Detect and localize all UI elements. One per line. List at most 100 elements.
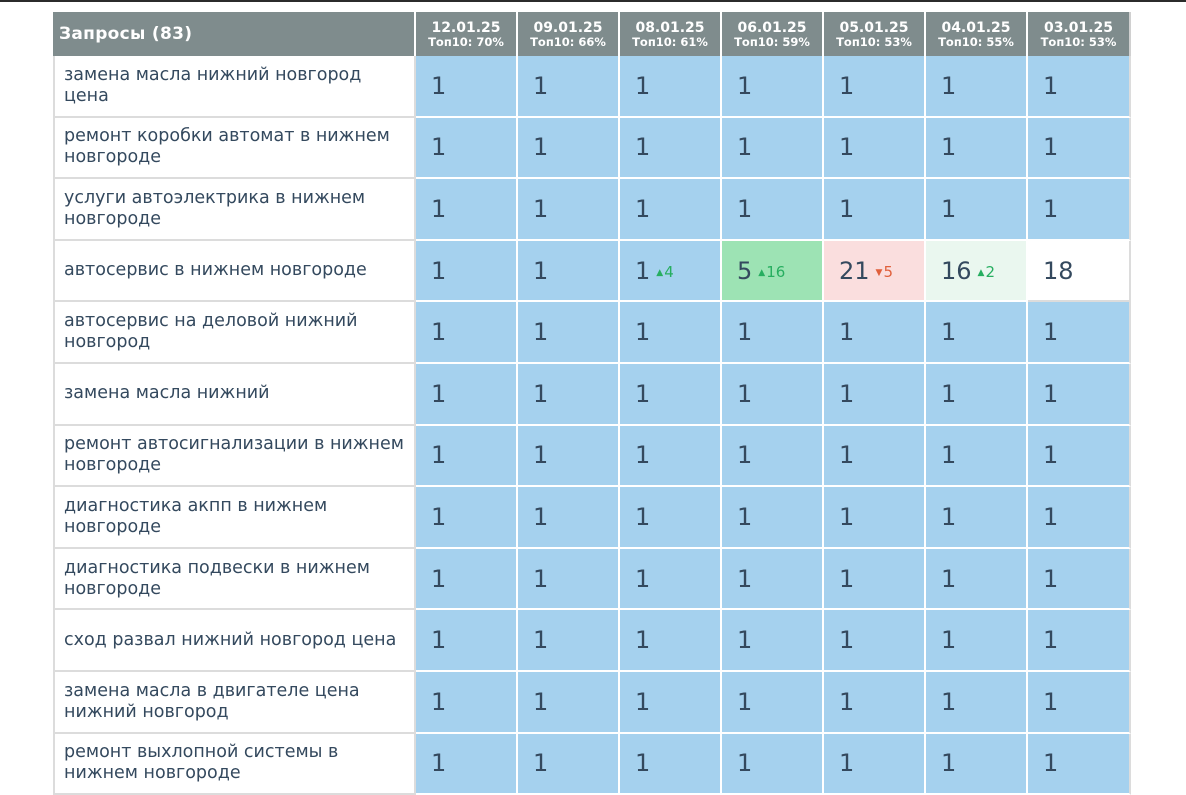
position-cell: 1 (620, 363, 722, 426)
position-value: 1 (737, 502, 753, 531)
position-delta: ▲2 (978, 263, 995, 281)
query-cell[interactable]: ремонт выхлопной системы в нижнем новгор… (53, 733, 416, 795)
position-cell: 1 (416, 425, 518, 488)
position-value: 1 (839, 379, 855, 408)
position-value: 1 (635, 379, 651, 408)
position-cell: 1 (1028, 487, 1131, 549)
position-cell: 1 (620, 548, 722, 611)
position-value: 1 (839, 626, 855, 655)
table-body: замена масла нижний новгород цена 1 1 1 1 1 1 1… (53, 56, 1131, 795)
date-column-header[interactable]: 12.01.25 Топ10: 70% (416, 12, 518, 56)
date-column-header[interactable]: 08.01.25 Топ10: 61% (620, 12, 722, 56)
position-value: 1 (1043, 379, 1059, 408)
delta-value: 16 (766, 262, 786, 281)
table-row: услуги автоэлектрика в нижнем новгороде 1… (53, 179, 1131, 241)
query-cell[interactable]: услуги автоэлектрика в нижнем новгороде (53, 179, 416, 241)
position-value: 1 (941, 749, 957, 778)
query-cell[interactable]: диагностика подвески в нижнем новгороде (53, 548, 416, 611)
position-cell: 1 (416, 548, 518, 611)
date-label: 08.01.25 (635, 20, 705, 37)
date-column-header[interactable]: 06.01.25 Топ10: 59% (722, 12, 824, 56)
date-label: 09.01.25 (533, 20, 603, 37)
position-value: 1 (941, 687, 957, 716)
position-cell: 1 (1028, 548, 1131, 611)
position-value: 1 (431, 441, 447, 470)
position-value: 1 (737, 71, 753, 100)
position-cell: 1 (824, 733, 926, 795)
position-value: 1 (533, 318, 549, 347)
position-cell: 1 (1028, 610, 1131, 672)
position-cell: 1 (926, 548, 1028, 611)
date-column-header[interactable]: 03.01.25 Топ10: 53% (1028, 12, 1131, 56)
position-value: 1 (1043, 318, 1059, 347)
position-value: 1 (941, 441, 957, 470)
query-cell[interactable]: ремонт коробки автомат в нижнем новгород… (53, 117, 416, 180)
position-value: 1 (737, 194, 753, 223)
position-delta: ▲16 (758, 263, 785, 281)
position-cell: 1 (926, 179, 1028, 241)
query-cell[interactable]: автосервис на деловой нижний новгород (53, 302, 416, 364)
table-row: замена масла в двигателе цена нижний нов… (53, 671, 1131, 734)
position-value: 1 (635, 441, 651, 470)
table-row: ремонт автосигнализации в нижнем новгоро… (53, 425, 1131, 488)
date-label: 06.01.25 (737, 20, 807, 37)
query-cell[interactable]: сход развал нижний новгород цена (53, 610, 416, 672)
position-value: 1 (635, 71, 651, 100)
position-cell: 1 (416, 671, 518, 734)
position-value: 1 (533, 687, 549, 716)
position-cell: 1 (1028, 302, 1131, 364)
position-cell: 1 (824, 671, 926, 734)
position-value: 1 (635, 502, 651, 531)
position-value: 1 (737, 441, 753, 470)
position-value: 1 (635, 626, 651, 655)
position-cell: 1 (518, 487, 620, 549)
position-value: 1 (839, 441, 855, 470)
query-cell[interactable]: ремонт автосигнализации в нижнем новгоро… (53, 425, 416, 488)
triangle-up-icon: ▲ (758, 267, 766, 278)
position-cell: 1 (824, 363, 926, 426)
position-cell: 1 (1028, 363, 1131, 426)
position-value: 1 (533, 256, 549, 285)
position-value: 1 (533, 749, 549, 778)
position-cell: 1 (620, 671, 722, 734)
position-cell: 1 (620, 425, 722, 488)
position-value: 1 (431, 71, 447, 100)
position-cell: 1 (926, 425, 1028, 488)
position-value: 1 (1043, 564, 1059, 593)
position-delta: ▲4 (656, 263, 673, 281)
position-cell: 1 (518, 363, 620, 426)
delta-value: 5 (883, 262, 894, 281)
top10-label: Топ10: 53% (836, 35, 912, 50)
top10-label: Топ10: 53% (1040, 35, 1117, 50)
position-cell: 1 (416, 179, 518, 241)
table-row: замена масла нижний новгород цена 1 1 1 1 1 1 1 (53, 56, 1131, 118)
position-value: 1 (839, 194, 855, 223)
position-cell: 1 (824, 56, 926, 118)
position-value: 1 (839, 749, 855, 778)
position-cell: 1 (722, 117, 824, 180)
position-value: 1 (941, 502, 957, 531)
position-value: 1 (737, 564, 753, 593)
position-value: 1 (1043, 441, 1059, 470)
position-cell: 1 (518, 240, 620, 303)
query-cell[interactable]: замена масла нижний новгород цена (53, 56, 416, 118)
table-header-row: Запросы (83) 12.01.25 Топ10: 70% 09.01.2… (53, 12, 1131, 56)
position-value: 1 (1043, 133, 1059, 162)
position-value: 16 (941, 256, 972, 285)
position-cell: 1 (1028, 425, 1131, 488)
position-value: 1 (431, 564, 447, 593)
date-column-header[interactable]: 09.01.25 Топ10: 66% (518, 12, 620, 56)
date-column-header[interactable]: 04.01.25 Топ10: 55% (926, 12, 1028, 56)
position-value: 1 (941, 194, 957, 223)
position-cell: 1 (416, 117, 518, 180)
queries-column-header[interactable]: Запросы (83) (53, 12, 416, 56)
query-cell[interactable]: замена масла в двигателе цена нижний нов… (53, 671, 416, 734)
query-cell[interactable]: диагностика акпп в нижнем новгороде (53, 487, 416, 549)
query-cell[interactable]: замена масла нижний (53, 363, 416, 426)
position-cell: 1 (722, 733, 824, 795)
position-value: 1 (533, 441, 549, 470)
position-cell: 1 (518, 56, 620, 118)
position-cell: 1 (518, 671, 620, 734)
date-column-header[interactable]: 05.01.25 Топ10: 53% (824, 12, 926, 56)
query-cell[interactable]: автосервис в нижнем новгороде (53, 240, 416, 303)
